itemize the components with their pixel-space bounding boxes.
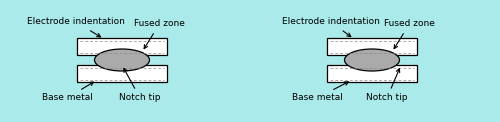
- Text: Base metal: Base metal: [42, 82, 94, 102]
- Ellipse shape: [344, 49, 400, 71]
- Ellipse shape: [94, 49, 150, 71]
- Text: Fused zone: Fused zone: [384, 20, 435, 49]
- Polygon shape: [77, 65, 167, 82]
- Text: Electrode indentation: Electrode indentation: [27, 17, 125, 37]
- Text: Electrode indentation: Electrode indentation: [282, 17, 380, 37]
- Text: Base metal: Base metal: [292, 82, 348, 102]
- Polygon shape: [77, 38, 167, 55]
- Text: Notch tip: Notch tip: [120, 69, 161, 102]
- Polygon shape: [327, 38, 417, 55]
- Text: Notch tip: Notch tip: [366, 69, 408, 102]
- Text: Fused zone: Fused zone: [134, 20, 185, 49]
- Polygon shape: [327, 65, 417, 82]
